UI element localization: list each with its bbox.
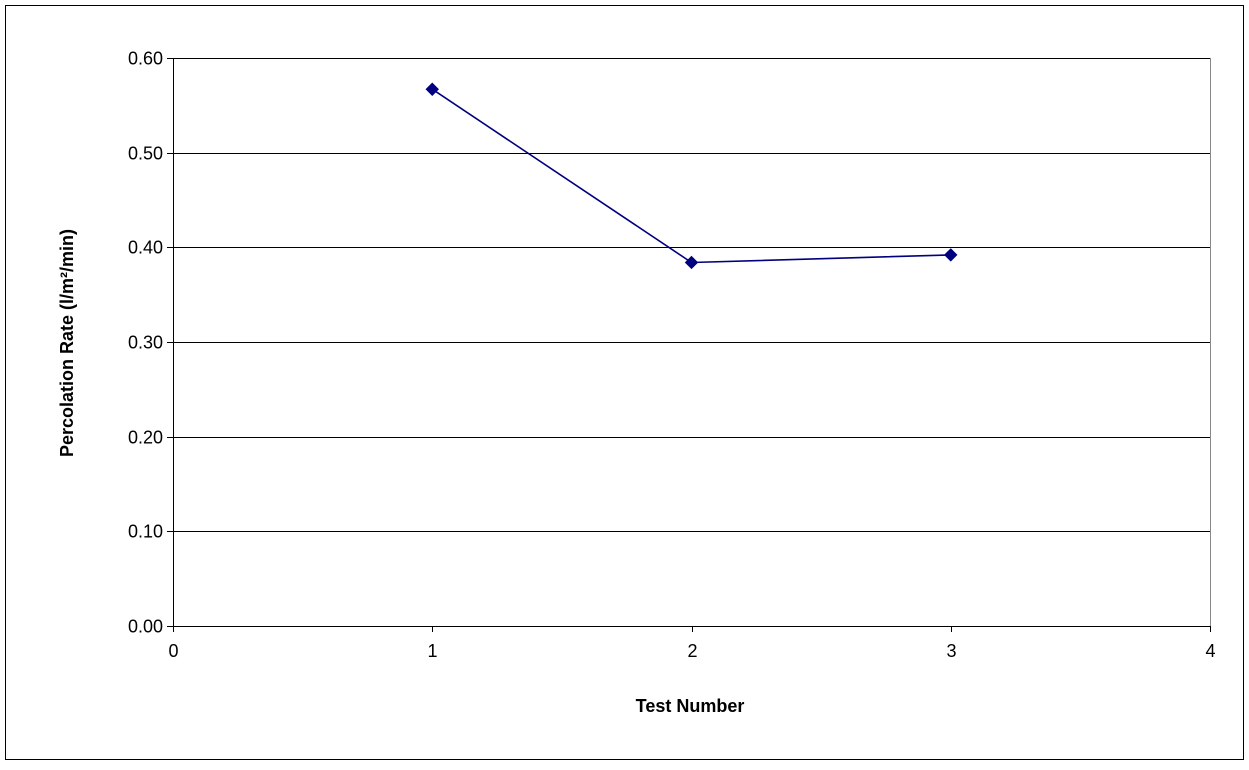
x-tick-labels: 0 1 2 3 4: [168, 641, 1215, 661]
gridlines: [173, 58, 1210, 532]
y-tick-label: 0.30: [128, 333, 163, 353]
y-tick-label: 0.20: [128, 428, 163, 448]
data-point-marker: [684, 255, 699, 270]
x-tick-label: 4: [1205, 641, 1215, 661]
x-tick-label: 0: [168, 641, 178, 661]
y-tick-label: 0.60: [128, 49, 163, 69]
y-axis-title: Percolation Rate (l/m²/min): [57, 229, 77, 457]
x-axis-title: Test Number: [636, 696, 745, 716]
y-tick-label: 0.50: [128, 144, 163, 164]
data-point-marker: [944, 248, 958, 262]
data-point-marker: [425, 82, 439, 96]
series-group: [425, 82, 958, 270]
y-tick-label: 0.10: [128, 522, 163, 542]
x-tick-label: 1: [427, 641, 437, 661]
axes: [167, 58, 1211, 632]
y-tick-label: 0.40: [128, 238, 163, 258]
x-tick-label: 2: [687, 641, 697, 661]
x-tick-label: 3: [946, 641, 956, 661]
chart-border: [5, 5, 1244, 760]
y-tick-label: 0.00: [128, 617, 163, 637]
y-tick-labels: 0.00 0.10 0.20 0.30 0.40 0.50 0.60: [128, 49, 163, 637]
